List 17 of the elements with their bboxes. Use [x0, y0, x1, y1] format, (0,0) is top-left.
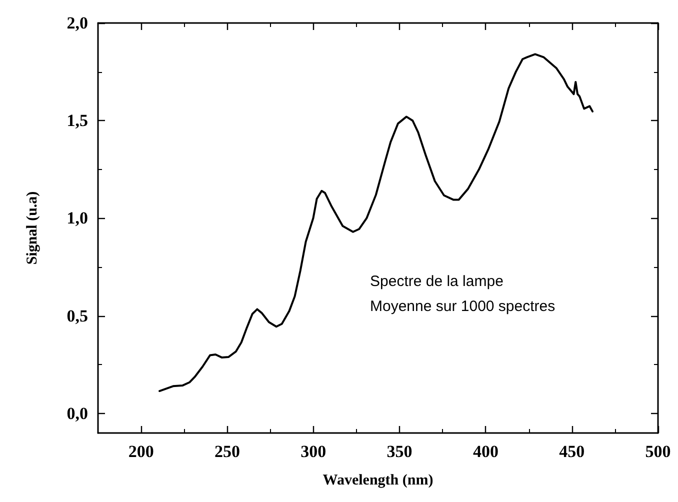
x-tick-label: 200 [128, 442, 154, 461]
y-tick-label: 1,5 [66, 111, 88, 130]
y-tick-label: 1,0 [66, 208, 88, 228]
x-tick-label: 500 [645, 442, 671, 461]
x-tick-label: 300 [300, 442, 326, 461]
y-tick-label: 2,0 [66, 14, 88, 32]
annotation: Spectre de la lampe [370, 273, 504, 290]
x-axis-title: Wavelength (nm) [322, 472, 434, 488]
y-axis-title: Signal (u.a) [24, 191, 40, 265]
x-tick-label: 250 [214, 442, 240, 461]
y-tick-label: 0,0 [66, 404, 88, 423]
x-tick-label: 400 [472, 442, 498, 461]
x-tick-label: 350 [386, 442, 412, 461]
annotation: Moyenne sur 1000 spectres [370, 298, 556, 315]
y-tick-label: 0,5 [66, 306, 88, 326]
x-tick-label: 450 [559, 442, 585, 461]
line-series [158, 53, 594, 392]
